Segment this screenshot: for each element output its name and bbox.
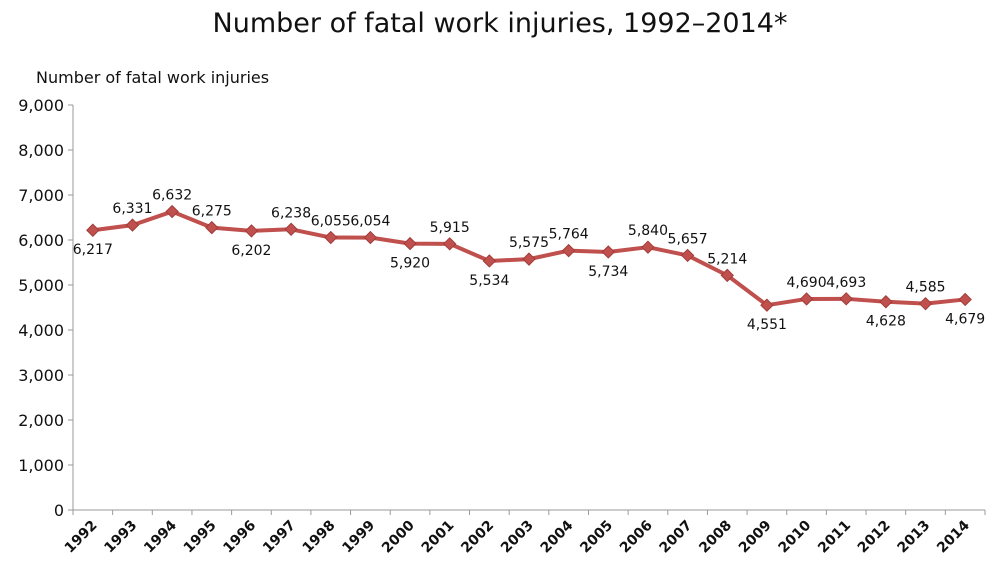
data-label: 5,575 [509,235,549,251]
data-label: 6,217 [73,242,113,258]
data-label: 6,632 [152,188,192,204]
y-tick-label: 3,000 [18,366,64,385]
y-tick-label: 7,000 [18,186,64,205]
data-label: 4,679 [945,311,985,327]
data-label: 5,915 [430,220,470,236]
y-tick-label: 6,000 [18,231,64,250]
data-label: 5,920 [390,256,430,272]
data-point [244,224,259,238]
data-label: 5,734 [588,264,628,280]
data-point [442,237,457,251]
data-label: 4,693 [826,275,866,291]
x-tick-label: 2014 [934,517,973,556]
data-point [522,252,536,266]
x-tick-label: 2005 [577,518,616,557]
data-point [760,298,774,312]
x-tick-label: 2012 [855,518,894,557]
data-point [86,223,100,237]
x-tick-label: 1999 [339,518,378,557]
data-point [601,245,616,259]
x-tick-label: 2013 [894,518,933,557]
data-label: 4,628 [866,314,906,330]
data-point [363,230,378,245]
x-tick-label: 2007 [657,518,696,557]
data-label: 5,214 [707,251,747,267]
y-tick-label: 2,000 [18,411,64,430]
data-label: 5,764 [549,227,589,243]
x-tick-label: 1994 [141,517,180,556]
x-tick-label: 2004 [538,517,577,556]
data-label: 6,275 [192,204,232,220]
data-point [720,268,734,283]
data-label: 6,331 [112,201,152,217]
y-tick-label: 0 [54,501,64,520]
data-label: 6,054 [350,214,390,230]
x-tick-label: 1995 [181,518,220,557]
data-point [799,292,814,306]
x-tick-label: 1998 [300,518,339,557]
x-tick-label: 2011 [815,518,854,557]
x-tick-label: 1997 [260,518,299,557]
data-point [561,243,576,258]
y-tick-label: 1,000 [18,456,64,475]
x-tick-label: 2003 [498,518,537,557]
y-tick-label: 8,000 [18,141,64,160]
x-tick-label: 1996 [220,518,259,557]
y-tick-label: 5,000 [18,276,64,295]
data-point [879,295,893,309]
data-label: 4,551 [747,317,787,333]
x-tick-label: 1992 [62,518,101,557]
y-axis-label: Number of fatal work injuries [36,68,270,87]
data-point [839,292,853,306]
chart-title: Number of fatal work injuries, 1992–2014… [212,8,788,39]
data-label: 5,657 [668,231,708,247]
data-label: 5,840 [628,223,668,239]
y-tick-label: 4,000 [18,321,64,340]
data-point [918,296,933,311]
data-label: 6,055 [311,214,351,230]
y-tick-label: 9,000 [18,96,64,115]
data-label: 4,585 [905,280,945,296]
data-label: 4,690 [787,275,827,291]
x-tick-label: 2009 [736,518,775,557]
data-label: 5,534 [469,273,509,289]
data-point [403,236,417,251]
data-point [284,222,298,236]
data-point [641,240,655,254]
x-tick-label: 1993 [101,518,140,557]
data-point [482,254,497,268]
x-tick-label: 2001 [419,518,458,557]
x-tick-label: 2008 [696,518,735,557]
data-point [165,204,179,219]
data-point [125,218,140,232]
data-point [324,230,338,245]
data-label: 6,238 [271,205,311,221]
data-point [958,292,972,307]
x-tick-label: 2000 [379,517,418,556]
data-label: 6,202 [231,243,271,259]
data-point [205,220,219,235]
x-tick-label: 2010 [776,517,815,556]
data-point [680,248,695,263]
x-tick-label: 2002 [458,518,497,557]
x-tick-label: 2006 [617,518,656,557]
